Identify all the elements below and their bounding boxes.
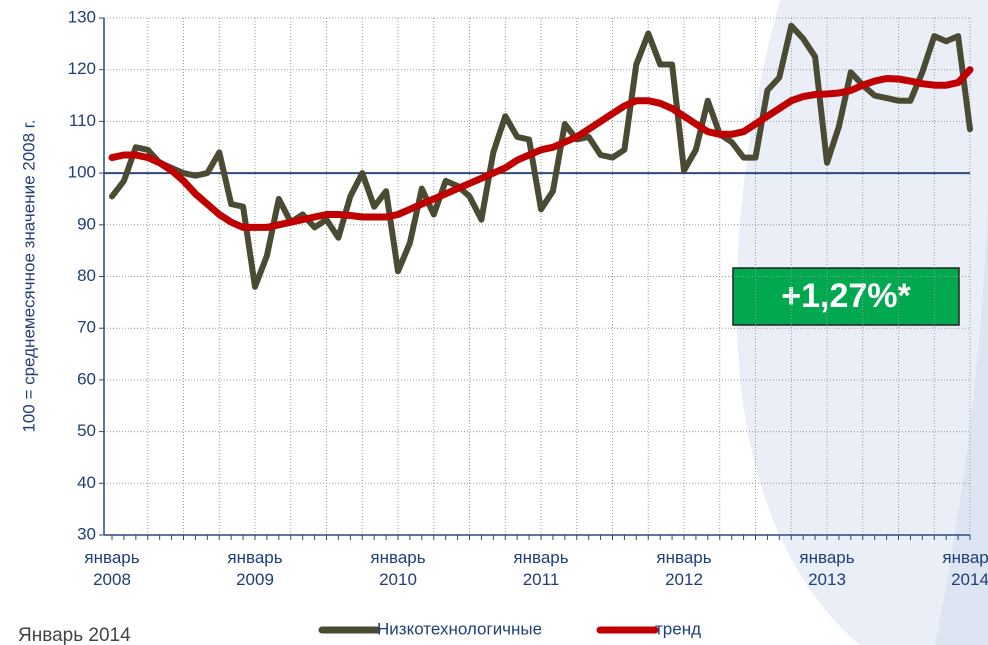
x-tick-label: январь 2009: [227, 548, 282, 589]
line-series: [108, 66, 974, 231]
line-series: [109, 22, 973, 290]
y-tick-label: 90: [77, 214, 96, 233]
y-tick-label: 40: [77, 473, 96, 492]
y-tick-label: 110: [69, 111, 96, 130]
footnote: Январь 2014: [18, 625, 131, 645]
annotation-box: [732, 267, 960, 326]
annotation: +1,27%*: [781, 277, 911, 315]
x-tick-label: январь 2010: [370, 548, 425, 589]
legend-label: тренд: [655, 619, 701, 638]
x-tick-label: январь2014: [942, 548, 988, 589]
background-shape: [935, 0, 988, 645]
x-tick-label: январь 2011: [513, 548, 568, 589]
y-tick-label: 100: [68, 163, 96, 182]
x-tick-label: январь 2013: [799, 548, 854, 589]
x-tick-label: январь 2008: [84, 548, 139, 589]
y-tick-label: 30: [77, 524, 96, 543]
x-tick-label: январь 2012: [656, 548, 711, 589]
y-tick-label: 120: [68, 59, 96, 78]
y-tick-label: 80: [77, 266, 96, 285]
y-tick-label: 60: [77, 369, 96, 388]
y-tick-label: 70: [77, 318, 96, 337]
legend-label: Низкотехнологичные: [377, 619, 542, 638]
y-tick-label: 130: [68, 7, 96, 26]
y-axis-label: 100 = среднемесячное значение 2008 г.: [19, 119, 38, 432]
y-tick-label: 50: [77, 421, 96, 440]
